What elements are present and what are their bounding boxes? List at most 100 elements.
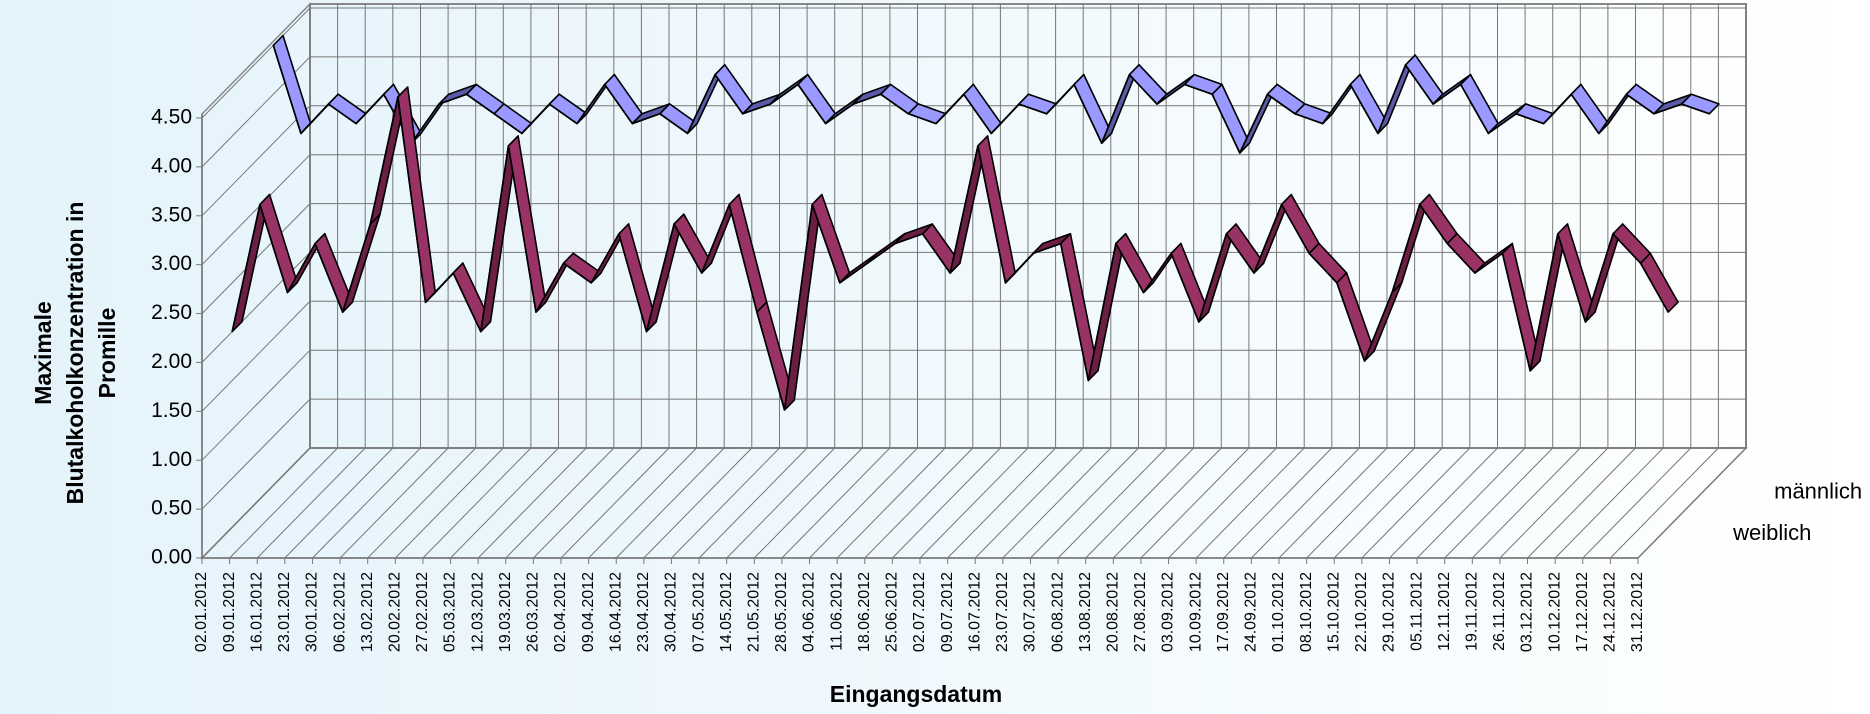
category-grid-line: [836, 4, 946, 559]
category-grid-line: [615, 4, 725, 559]
x-tick-label: 05.11.2012: [1408, 572, 1425, 651]
x-tick-label: 23.01.2012: [276, 572, 293, 652]
line-segment: [1336, 272, 1375, 362]
x-tick-label: 13.02.2012: [359, 572, 376, 652]
category-grid-line: [1582, 4, 1692, 559]
y-tick-label: 0.00: [151, 546, 192, 569]
category-grid-line: [1416, 4, 1526, 559]
x-tick-label: 08.10.2012: [1298, 572, 1315, 652]
x-tick-label: 30.04.2012: [663, 572, 680, 652]
x-tick-label: 10.12.2012: [1546, 572, 1563, 652]
x-tick-label: 23.07.2012: [994, 572, 1011, 652]
category-grid-line: [339, 4, 449, 559]
x-tick-label: 16.07.2012: [966, 572, 983, 652]
line-segment: [1459, 73, 1499, 135]
category-grid-line: [1030, 4, 1139, 559]
x-tick-label: 19.11.2012: [1464, 572, 1481, 651]
line-segment: [1446, 232, 1486, 274]
y-tick-label: 3.00: [151, 252, 192, 275]
x-tick-label: 01.10.2012: [1270, 572, 1287, 652]
category-grid-line: [1527, 4, 1636, 559]
x-tick-label: 02.01.2012: [193, 572, 210, 652]
x-tick-label: 06.08.2012: [1049, 572, 1066, 652]
category-grid-line: [533, 4, 642, 559]
x-tick-label: 27.02.2012: [414, 572, 431, 652]
y-tick-label: 1.50: [151, 399, 192, 422]
line-segment: [1128, 64, 1168, 105]
category-grid-line: [919, 4, 1029, 559]
category-grid-line: [726, 4, 836, 559]
category-grid-line: [560, 4, 670, 559]
category-grid-line: [256, 4, 366, 559]
x-tick-label: 29.10.2012: [1381, 572, 1398, 652]
x-tick-label: 25.06.2012: [884, 572, 901, 652]
category-grid-line: [1195, 4, 1305, 559]
y-tick-label: 1.00: [151, 448, 192, 471]
x-tick-label: 28.05.2012: [773, 572, 790, 652]
category-grid-line: [422, 4, 532, 559]
category-grid-line: [1471, 4, 1581, 559]
category-grid-line: [1112, 4, 1222, 559]
x-tick-label: 23.04.2012: [635, 572, 652, 652]
x-tick-label: 24.12.2012: [1602, 572, 1619, 652]
x-tick-label: 13.08.2012: [1077, 572, 1094, 652]
category-grid-line: [809, 4, 918, 559]
series-label: weiblich: [1732, 520, 1811, 545]
category-grid-line: [1306, 4, 1416, 559]
category-grid-line: [1278, 4, 1388, 559]
x-tick-label: 11.06.2012: [828, 572, 845, 651]
line-segment: [1404, 54, 1444, 105]
category-grid-line: [1610, 4, 1719, 559]
category-grid-line: [698, 4, 808, 559]
category-grid-line: [892, 4, 1001, 559]
line-segment: [341, 213, 381, 313]
line-segment: [728, 193, 768, 313]
x-tick-label: 20.02.2012: [387, 572, 404, 652]
grid-line: [201, 398, 1746, 510]
category-grid-line: [312, 4, 421, 559]
category-grid-line: [671, 4, 780, 559]
x-tick-label: 26.03.2012: [525, 572, 542, 652]
x-tick-label: 30.01.2012: [304, 572, 321, 652]
x-tick-label: 12.11.2012: [1436, 572, 1453, 651]
y-tick-label: 2.00: [151, 350, 192, 373]
line: [231, 96, 1669, 411]
x-tick-label: 05.03.2012: [442, 572, 459, 652]
line-segment: [811, 193, 851, 284]
x-tick-label: 09.04.2012: [580, 572, 597, 652]
x-tick-label: 24.09.2012: [1243, 572, 1260, 652]
category-grid-line: [394, 4, 504, 559]
category-grid-line: [1223, 4, 1333, 559]
x-tick-label: 19.03.2012: [497, 572, 514, 652]
category-grid-line: [1251, 4, 1360, 559]
x-tick-label: 12.03.2012: [469, 572, 486, 652]
x-tick-label: 14.05.2012: [718, 572, 735, 652]
line-segment: [797, 73, 837, 125]
x-tick-label: 30.07.2012: [1022, 572, 1039, 652]
y-tick-label: 2.50: [151, 301, 192, 324]
x-tick-label: 21.05.2012: [746, 572, 763, 652]
category-grid-line: [1361, 4, 1471, 559]
x-tick-label: 16.04.2012: [607, 572, 624, 652]
line-segment: [507, 135, 547, 313]
category-grid-line: [201, 4, 311, 559]
line-segment: [714, 64, 754, 115]
category-grid-line: [1333, 4, 1443, 559]
x-tick-label: 22.10.2012: [1353, 572, 1370, 652]
x-tick-label: 27.08.2012: [1132, 572, 1149, 652]
x-tick-label: 31.12.2012: [1629, 572, 1646, 652]
category-grid-line: [1389, 4, 1498, 559]
line-segment: [1639, 252, 1679, 313]
line-segment: [603, 73, 643, 125]
x-tick-label: 17.12.2012: [1574, 572, 1591, 652]
x-tick-label: 17.09.2012: [1215, 572, 1232, 652]
y-tick-label: 3.50: [151, 203, 192, 226]
x-tick-label: 09.07.2012: [939, 572, 956, 652]
category-grid-line: [367, 4, 477, 559]
category-grid-line: [477, 4, 587, 559]
x-tick-label: 02.04.2012: [552, 572, 569, 652]
y-tick-label: 4.50: [151, 106, 192, 129]
category-grid-line: [1168, 4, 1277, 559]
y-tick-label: 0.50: [151, 497, 192, 520]
